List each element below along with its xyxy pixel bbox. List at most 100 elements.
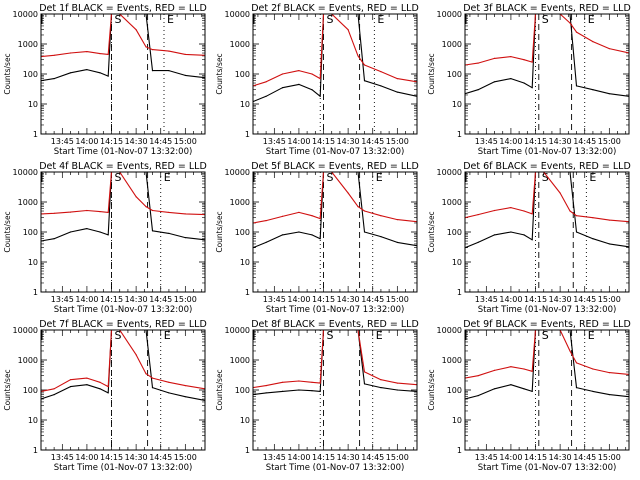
data-point-events — [265, 392, 267, 394]
x-tick-label: 13:45 — [51, 137, 74, 146]
x-tick-label: 13:45 — [51, 295, 74, 304]
x-tick-label: 14:00 — [499, 295, 522, 304]
x-tick-label: 14:45 — [149, 453, 172, 462]
x-tick-label: 14:30 — [337, 295, 360, 304]
start-marker-label: S — [115, 171, 122, 184]
data-point-lld — [592, 217, 594, 219]
panel-title: Det 6f BLACK = Events, RED = LLD — [463, 161, 631, 172]
y-tick-label: 10 — [28, 416, 38, 425]
data-point-lld — [575, 215, 578, 217]
data-point-lld — [523, 59, 525, 61]
y-tick-label: 10000 — [437, 168, 462, 177]
x-tick-label: 14:45 — [361, 453, 384, 462]
x-tick-label: 14:00 — [75, 453, 98, 462]
plot-area — [41, 330, 205, 401]
data-point-events — [608, 93, 610, 95]
y-tick-label: 1 — [457, 130, 462, 139]
data-point-events — [168, 232, 170, 234]
y-tick-label: 1000 — [230, 356, 250, 365]
series-line-events — [465, 330, 629, 400]
y-tick-label: 1 — [33, 446, 38, 455]
data-point-events — [69, 231, 72, 233]
data-point-lld — [53, 212, 55, 214]
y-tick-label: 10000 — [437, 326, 462, 335]
y-tick-label: 100 — [23, 386, 38, 395]
x-tick-label: 14:00 — [287, 453, 310, 462]
plot-area — [465, 172, 629, 249]
x-tick-label: 14:45 — [149, 295, 172, 304]
end-marker-label: E — [376, 329, 383, 342]
data-point-lld — [396, 78, 398, 80]
x-tick-label: 14:30 — [337, 137, 360, 146]
data-point-events — [531, 390, 533, 392]
plot-frame — [40, 171, 206, 293]
y-tick-label: 1 — [457, 446, 462, 455]
x-tick-label: 14:15 — [312, 453, 335, 462]
y-tick-label: 1 — [33, 288, 38, 297]
plot-area — [41, 14, 205, 82]
x-tick-label: 13:45 — [475, 137, 498, 146]
data-point-lld — [380, 379, 382, 381]
data-point-lld — [396, 219, 398, 221]
data-point-events — [265, 241, 267, 243]
data-point-lld — [107, 386, 109, 388]
data-point-events — [477, 241, 479, 243]
y-tick-label: 1 — [245, 446, 250, 455]
data-point-lld — [298, 70, 300, 72]
y-tick-label: 10 — [240, 416, 250, 425]
series-line-lld — [253, 330, 417, 389]
y-tick-label: 10000 — [13, 168, 38, 177]
data-point-events — [151, 70, 154, 72]
data-point-events — [363, 383, 366, 385]
series-line-events — [41, 14, 205, 82]
data-point-lld — [298, 380, 300, 382]
data-point-lld — [168, 50, 170, 52]
data-point-events — [99, 388, 101, 390]
data-point-lld — [477, 375, 479, 377]
data-point-events — [184, 74, 186, 76]
x-tick-label: 14:00 — [75, 295, 98, 304]
data-point-lld — [569, 350, 571, 352]
data-point-lld — [523, 368, 525, 370]
panel-title: Det 5f BLACK = Events, RED = LLD — [251, 161, 419, 172]
data-point-events — [151, 387, 154, 389]
data-point-lld — [184, 385, 186, 387]
data-point-lld — [608, 219, 610, 221]
detector-panel-3: Det 3f BLACK = Events, RED = LLD Counts/s… — [427, 3, 631, 157]
end-marker-label: E — [588, 329, 595, 342]
data-point-lld — [69, 52, 72, 54]
plot-frame — [252, 171, 418, 293]
end-marker-label: E — [164, 171, 171, 184]
data-point-events — [380, 85, 382, 87]
data-point-lld — [107, 53, 109, 56]
plot-frame — [40, 329, 206, 451]
y-tick-label: 1 — [245, 130, 250, 139]
data-point-events — [396, 389, 398, 391]
data-point-lld — [347, 192, 349, 194]
data-point-events — [107, 392, 109, 394]
y-tick-label: 100 — [235, 386, 250, 395]
x-tick-label: 14:00 — [499, 137, 522, 146]
data-point-lld — [592, 368, 594, 370]
data-point-lld — [265, 385, 267, 387]
x-tick-label: 15:00 — [386, 295, 409, 304]
data-point-lld — [363, 371, 366, 373]
series-line-lld — [41, 330, 205, 392]
x-tick-label: 14:45 — [361, 137, 384, 146]
data-point-lld — [319, 78, 321, 80]
x-axis-label: Start Time (01-Nov-07 13:32:00) — [54, 305, 193, 315]
data-point-events — [107, 75, 109, 77]
data-point-events — [363, 80, 366, 82]
x-tick-label: 15:00 — [174, 137, 197, 146]
y-tick-label: 10000 — [437, 10, 462, 19]
data-point-events — [523, 234, 525, 236]
series-line-events — [465, 14, 629, 97]
x-axis-label: Start Time (01-Nov-07 13:32:00) — [266, 305, 405, 315]
x-tick-label: 14:30 — [337, 453, 360, 462]
panel-title: Det 1f BLACK = Events, RED = LLD — [39, 3, 207, 14]
data-point-events — [575, 85, 578, 87]
y-tick-label: 10 — [452, 100, 462, 109]
x-tick-label: 14:45 — [149, 137, 172, 146]
series-line-lld — [41, 14, 205, 58]
